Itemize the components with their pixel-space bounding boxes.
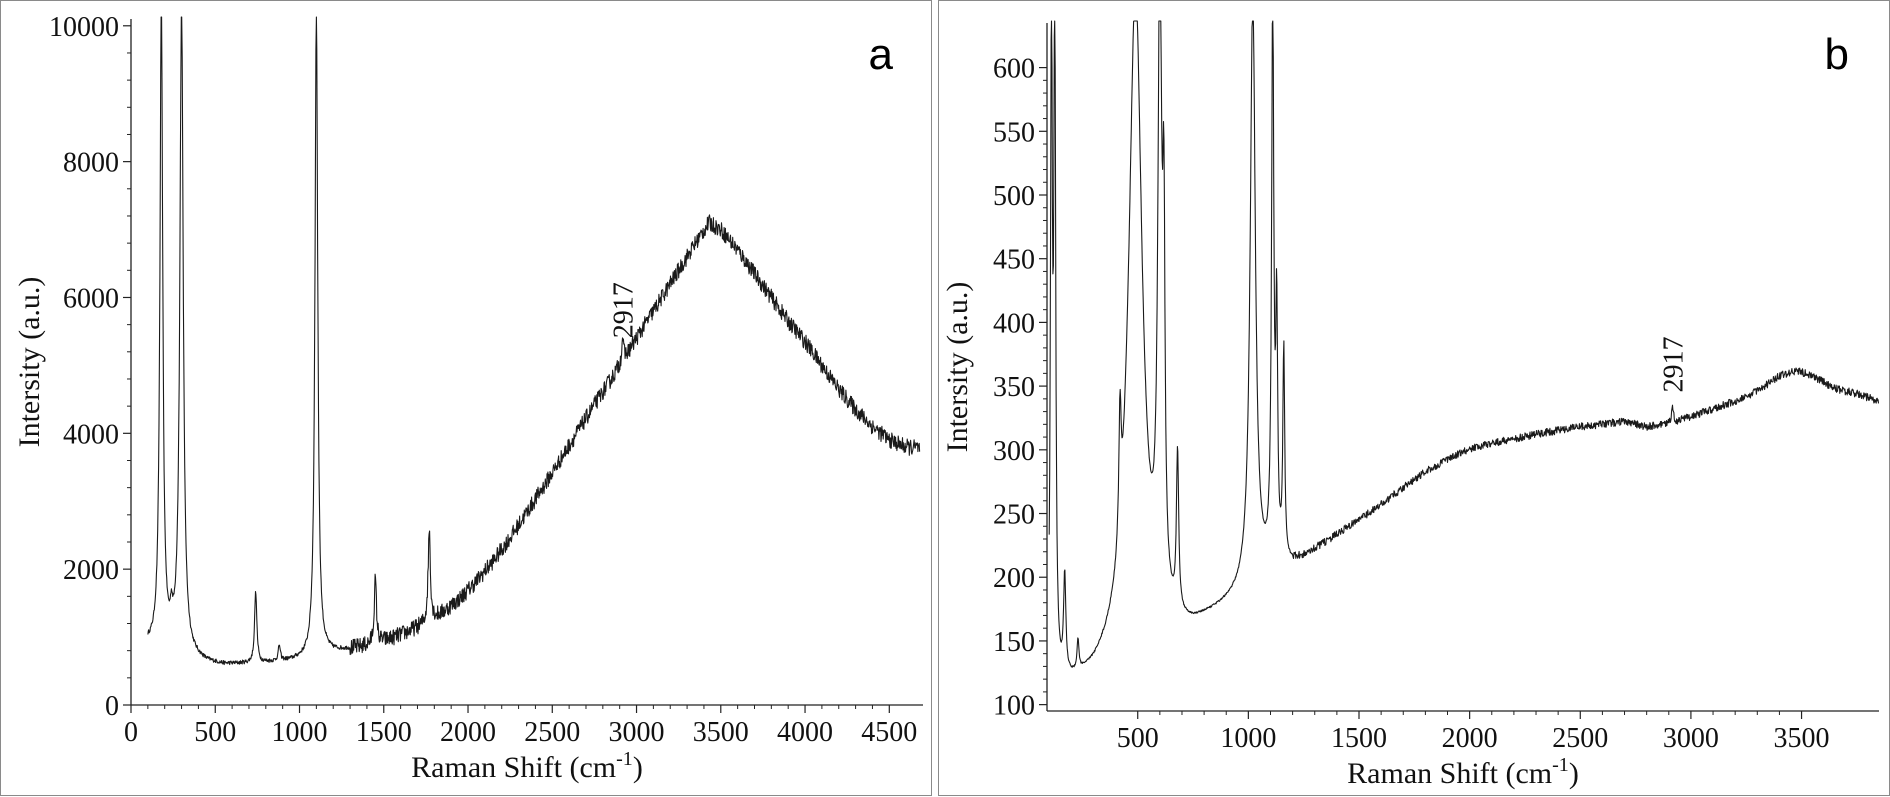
y-tick-label: 4000	[63, 419, 119, 450]
peak-annotation: 2917	[609, 282, 640, 338]
chart-a-svg: 0 500 1000 1500 2000 2500 3000 3500 4000 4500 0 200…	[13, 12, 923, 784]
x-tick-label: 3500	[1774, 723, 1830, 754]
chart-panel-a: 0 500 1000 1500 2000 2500 3000 3500 4000 4500 0 200…	[0, 0, 932, 796]
x-tick-label: 500	[1117, 723, 1159, 754]
x-tick-label: 1000	[272, 717, 328, 748]
y-tick-label: 550	[993, 117, 1035, 148]
y-tick-label: 0	[105, 691, 119, 722]
x-tick-label: 2500	[1552, 723, 1608, 754]
y-tick-label: 10000	[49, 12, 119, 43]
panel-letter: a	[869, 30, 894, 79]
y-tick-label: 200	[993, 563, 1035, 594]
y-tick-label: 100	[993, 691, 1035, 722]
x-tick-label: 1500	[1331, 723, 1387, 754]
spectrum-line	[147, 16, 921, 666]
y-tick-label: 500	[993, 181, 1035, 212]
peak-annotation: 2917	[1659, 336, 1690, 392]
y-tick-label: 250	[993, 500, 1035, 531]
y-axis-title: Intersity (a.u.)	[941, 282, 974, 453]
y-tick-label: 2000	[63, 555, 119, 586]
y-axis-title: Intersity (a.u.)	[13, 277, 46, 448]
y-tick-label: 600	[993, 54, 1035, 85]
y-tick-label: 6000	[63, 283, 119, 314]
chart-b-svg: 500 1000 1500 2000 2500 3000 3500 100 150 200 250 3…	[941, 20, 1880, 790]
y-tick-label: 300	[993, 436, 1035, 467]
x-tick-label: 2000	[440, 717, 496, 748]
y-tick-label: 8000	[63, 148, 119, 179]
x-axis-title-end: )	[1569, 757, 1579, 790]
x-tick-label: 1000	[1220, 723, 1276, 754]
x-tick-label: 1500	[356, 717, 412, 748]
y-tick-label: 350	[993, 372, 1035, 403]
x-tick-label: 2500	[524, 717, 580, 748]
x-tick-label: 0	[124, 717, 138, 748]
x-tick-label: 3000	[1663, 723, 1719, 754]
x-axis-title-text: Raman Shift (cm	[1347, 757, 1552, 790]
x-tick-label: 4500	[861, 717, 917, 748]
x-tick-label: 2000	[1442, 723, 1498, 754]
y-tick-label: 400	[993, 308, 1035, 339]
y-tick-label: 150	[993, 627, 1035, 658]
x-tick-label: 500	[194, 717, 236, 748]
x-axis-title: Raman Shift (cm-1)	[1347, 754, 1579, 790]
x-axis-title-end: )	[633, 751, 643, 784]
chart-panel-b: 500 1000 1500 2000 2500 3000 3500 100 150 200 250 3…	[938, 0, 1890, 796]
x-axis-title-text: Raman Shift (cm	[411, 751, 616, 784]
x-axis-title: Raman Shift (cm-1)	[411, 748, 643, 784]
x-tick-label: 3000	[609, 717, 665, 748]
x-axis-title-sup: -1	[616, 748, 633, 770]
x-tick-label: 3500	[693, 717, 749, 748]
spectrum-line	[1048, 20, 1880, 668]
y-tick-label: 450	[993, 245, 1035, 276]
x-axis-title-sup: -1	[1552, 754, 1569, 776]
panel-letter: b	[1825, 30, 1849, 79]
x-tick-label: 4000	[777, 717, 833, 748]
